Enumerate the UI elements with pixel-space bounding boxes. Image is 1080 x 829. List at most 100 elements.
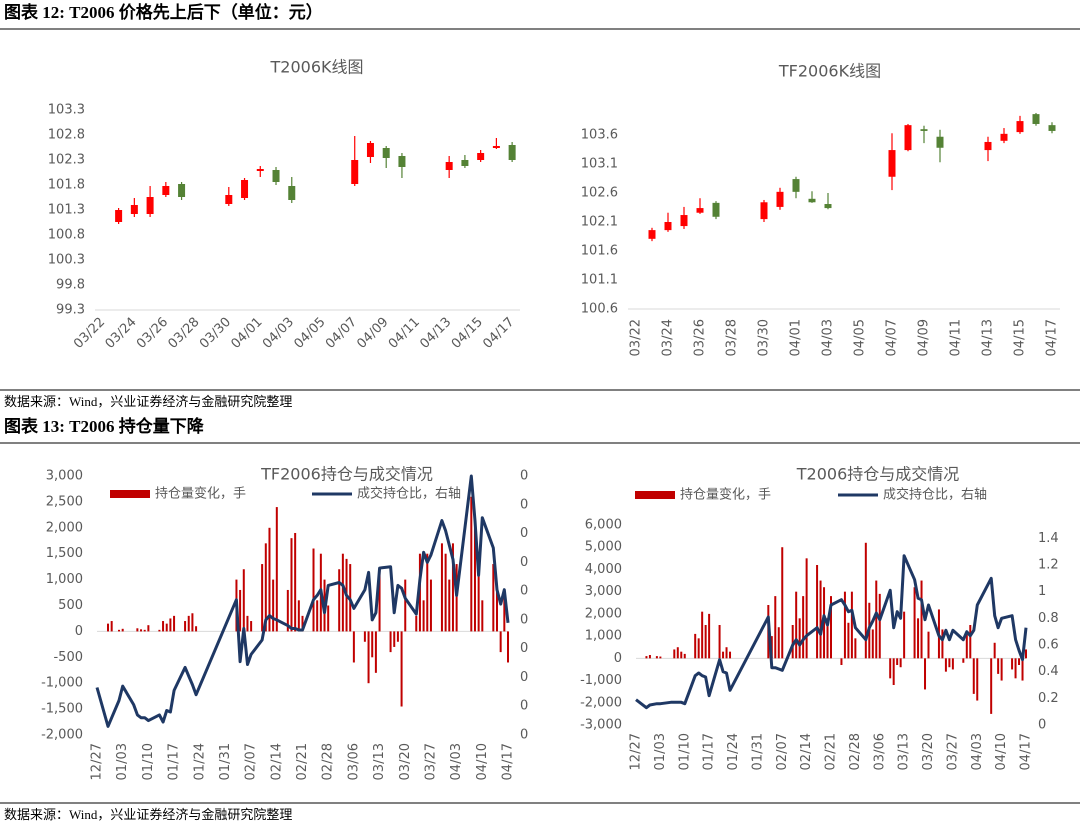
y-tick-label: 5,000 bbox=[585, 540, 622, 555]
y2-tick-label: 0 bbox=[520, 497, 528, 512]
x-tick-label: 04/05 bbox=[291, 315, 328, 352]
candle-body bbox=[382, 148, 390, 158]
legend-label: 持仓量变化，手 bbox=[155, 486, 246, 502]
bar bbox=[107, 623, 110, 632]
bar bbox=[455, 564, 458, 632]
candle-body bbox=[225, 195, 233, 204]
bar bbox=[777, 627, 780, 659]
bar bbox=[389, 631, 392, 653]
x-tick-label: 03/26 bbox=[693, 319, 708, 356]
bar bbox=[920, 580, 923, 659]
y-tick-label: -3,000 bbox=[580, 718, 622, 733]
x-tick-label: 04/05 bbox=[853, 319, 868, 356]
y-tick-label: 99.8 bbox=[56, 278, 85, 293]
x-tick-label: 12/27 bbox=[629, 733, 644, 770]
bar bbox=[374, 631, 377, 673]
bar bbox=[917, 618, 920, 659]
candle-body bbox=[178, 184, 186, 197]
candle-body bbox=[366, 143, 374, 157]
x-tick-label: 02/07 bbox=[244, 743, 259, 780]
x-tick-label: 12/27 bbox=[90, 743, 105, 780]
y2-tick-label: 0 bbox=[520, 555, 528, 570]
x-tick-label: 03/24 bbox=[103, 315, 140, 352]
y-tick-label: 1,000 bbox=[585, 629, 622, 644]
bar bbox=[924, 658, 927, 690]
x-tick-label: 04/01 bbox=[228, 315, 265, 352]
bar bbox=[697, 638, 700, 659]
figure-heading: 图表 13: T2006 持仓量下降 bbox=[4, 416, 205, 436]
bar bbox=[327, 605, 330, 632]
candle-body bbox=[241, 180, 249, 198]
candle-body bbox=[808, 198, 816, 203]
candle-body bbox=[256, 169, 264, 171]
bar bbox=[363, 631, 366, 642]
bar bbox=[875, 580, 878, 659]
x-tick-label: 03/30 bbox=[757, 319, 772, 356]
y-tick-label: -1,000 bbox=[41, 676, 83, 691]
bar bbox=[367, 631, 370, 684]
candle-body bbox=[1032, 114, 1040, 124]
y-tick-label: 103.3 bbox=[48, 103, 85, 118]
bar bbox=[781, 547, 784, 659]
x-tick-label: 04/03 bbox=[449, 743, 464, 780]
bar bbox=[147, 625, 150, 632]
bar bbox=[847, 622, 850, 659]
candle-body bbox=[984, 141, 992, 151]
bar bbox=[774, 596, 777, 659]
bar bbox=[290, 538, 293, 632]
bar bbox=[840, 658, 843, 665]
bar bbox=[871, 629, 874, 659]
candle-body bbox=[936, 136, 944, 148]
x-tick-label: 03/06 bbox=[346, 743, 361, 780]
bar bbox=[683, 653, 686, 659]
bar bbox=[1021, 658, 1024, 681]
bar bbox=[969, 625, 972, 659]
bar bbox=[913, 587, 916, 659]
bar bbox=[990, 658, 993, 714]
x-tick-label: 01/24 bbox=[192, 743, 207, 780]
bar bbox=[889, 658, 892, 679]
bar bbox=[301, 615, 304, 632]
x-tick-label: 03/22 bbox=[629, 319, 644, 356]
y-tick-label: -1,500 bbox=[41, 702, 83, 717]
candle-body bbox=[920, 129, 928, 131]
bar bbox=[729, 651, 732, 659]
candle-body bbox=[1000, 133, 1008, 141]
x-tick-label: 03/20 bbox=[921, 733, 936, 770]
bar bbox=[997, 658, 1000, 674]
bar bbox=[864, 542, 867, 659]
y2-tick-label: 0 bbox=[520, 526, 528, 541]
bar bbox=[903, 611, 906, 659]
y-tick-label: 101.1 bbox=[581, 273, 618, 288]
y-tick-label: 102.8 bbox=[48, 128, 85, 143]
x-tick-label: 04/09 bbox=[917, 319, 932, 356]
y-tick-label: 0 bbox=[75, 624, 83, 639]
y2-tick-label: 0 bbox=[520, 699, 528, 714]
bar bbox=[165, 623, 168, 632]
y-tick-label: -2,000 bbox=[580, 695, 622, 710]
figure-heading: 图表 12: T2006 价格先上后下（单位：元） bbox=[4, 2, 323, 22]
candle-body bbox=[272, 170, 280, 182]
y-tick-label: 500 bbox=[58, 598, 83, 613]
candle-body bbox=[508, 145, 516, 160]
y2-tick-label: 0.4 bbox=[1038, 664, 1059, 679]
bar bbox=[854, 638, 857, 659]
bar bbox=[993, 642, 996, 659]
x-tick-label: 04/17 bbox=[1019, 733, 1034, 770]
x-tick-label: 03/28 bbox=[725, 319, 740, 356]
candle-body bbox=[776, 191, 784, 207]
bar bbox=[798, 618, 801, 659]
legend-swatch bbox=[635, 491, 675, 499]
x-tick-label: 03/27 bbox=[423, 743, 438, 780]
y-tick-label: 101.3 bbox=[48, 203, 85, 218]
candle-body bbox=[130, 205, 138, 214]
y-tick-label: 2,500 bbox=[46, 494, 83, 509]
bar bbox=[268, 527, 271, 632]
bar bbox=[162, 621, 165, 632]
bar bbox=[648, 655, 651, 659]
x-tick-label: 04/13 bbox=[417, 315, 454, 352]
bar bbox=[169, 618, 172, 632]
chart-title: TF2006持仓与成交情况 bbox=[260, 465, 433, 484]
bar bbox=[826, 618, 829, 659]
x-tick-label: 03/27 bbox=[945, 733, 960, 770]
